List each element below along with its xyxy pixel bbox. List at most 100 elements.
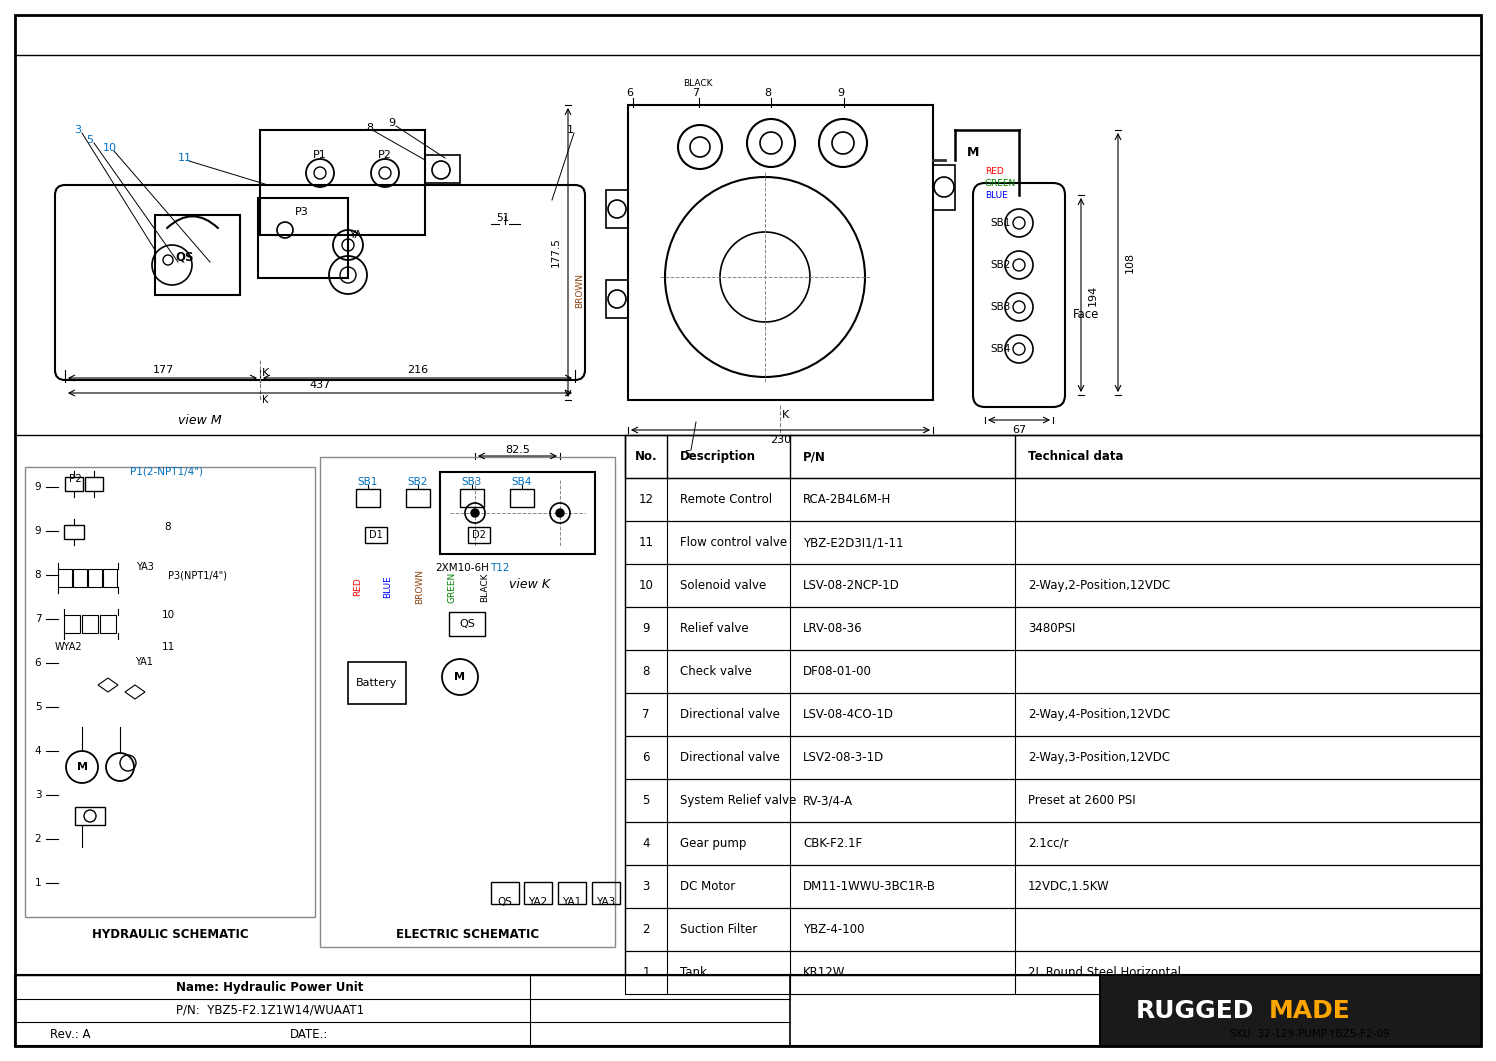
Text: M: M [455,672,465,682]
Text: GREEN: GREEN [984,179,1016,189]
Bar [260,131,425,234]
Text: 6: 6 [642,751,649,764]
Text: 2-Way,3-Position,12VDC: 2-Way,3-Position,12VDC [1028,751,1170,764]
Text: 8: 8 [34,570,42,580]
Bar [625,908,1481,951]
Text: 4: 4 [34,746,42,756]
Text: BLACK: BLACK [684,79,712,87]
Text: 9: 9 [389,118,395,128]
Text: QS: QS [175,250,194,263]
Text: 2L Round Steel Horizontal: 2L Round Steel Horizontal [1028,966,1180,979]
Text: 1: 1 [567,125,573,135]
Text: Suction Filter: Suction Filter [681,923,757,936]
Text: view K: view K [510,577,551,591]
Text: T12: T12 [491,563,510,573]
Text: QS: QS [498,897,513,907]
Text: D2: D2 [473,530,486,540]
Text: DM11-1WWU-3BC1R-B: DM11-1WWU-3BC1R-B [803,880,936,893]
Text: Flow control valve: Flow control valve [681,536,787,549]
Text: Preset at 2600 PSI: Preset at 2600 PSI [1028,794,1135,807]
Bar [491,882,519,904]
Text: 2XM10-6H: 2XM10-6H [435,563,489,573]
Text: SB4: SB4 [512,477,533,487]
Text: K: K [262,368,269,378]
Text: view M: view M [178,414,221,427]
Text: 194: 194 [1088,284,1098,306]
Bar [625,435,1481,479]
Text: LRV-08-36: LRV-08-36 [803,622,863,634]
Text: Relief valve: Relief valve [681,622,748,634]
Bar [449,612,485,636]
Text: Tank: Tank [681,966,708,979]
Text: 11: 11 [639,536,654,549]
Text: YA1: YA1 [562,897,582,907]
Text: 1: 1 [642,966,649,979]
Text: LSV2-08-3-1D: LSV2-08-3-1D [803,751,884,764]
Bar [320,457,615,947]
Text: KR12W: KR12W [803,966,845,979]
Text: Remote Control: Remote Control [681,493,772,506]
Text: No.: No. [634,450,657,463]
Bar [405,489,429,507]
Text: SB4: SB4 [990,344,1010,354]
Bar [625,779,1481,822]
Text: 9: 9 [34,526,42,536]
Bar [425,155,459,182]
Text: 5: 5 [685,450,691,460]
Text: Gear pump: Gear pump [681,837,747,850]
Bar [58,569,72,587]
Polygon shape [126,685,145,699]
Bar [75,807,105,825]
Text: 1: 1 [34,879,42,888]
Bar [625,693,1481,736]
Text: 177: 177 [153,365,174,375]
Text: BROWN: BROWN [416,570,425,605]
Bar [625,951,1481,994]
Text: SB2: SB2 [990,260,1010,269]
Bar [64,525,84,539]
Text: 10: 10 [639,579,654,592]
Bar [15,975,1481,1046]
Text: 7: 7 [642,708,649,721]
Text: 3: 3 [34,790,42,800]
Text: YA1: YA1 [135,657,153,667]
Bar [156,215,239,295]
Text: 51: 51 [497,213,510,223]
Text: Face: Face [1073,309,1100,321]
Bar [625,822,1481,865]
Text: Solenoid valve: Solenoid valve [681,579,766,592]
Text: 4: 4 [642,837,649,850]
Text: 67: 67 [1011,425,1026,435]
Text: RED: RED [353,577,362,596]
Bar [625,865,1481,908]
Text: RCA-2B4L6M-H: RCA-2B4L6M-H [803,493,892,506]
Text: Description: Description [681,450,755,463]
Text: 8: 8 [642,665,649,678]
Text: K: K [782,410,788,420]
Text: HYDRAULIC SCHEMATIC: HYDRAULIC SCHEMATIC [91,928,248,941]
Bar [440,472,595,554]
Text: Directional valve: Directional valve [681,751,779,764]
Bar [934,166,954,210]
Bar [64,477,82,491]
Bar [257,198,349,278]
Text: 3480PSI: 3480PSI [1028,622,1076,634]
Text: SB3: SB3 [990,302,1010,312]
Text: SKU: 32-129-PUMP-YBZ5-F2-09: SKU: 32-129-PUMP-YBZ5-F2-09 [1231,1029,1390,1039]
Text: DATE.:: DATE.: [290,1027,329,1041]
Bar [524,882,552,904]
Bar [1100,975,1481,1046]
Text: System Relief valve: System Relief valve [681,794,796,807]
Bar [25,467,316,917]
Bar [459,489,485,507]
Text: RV-3/4-A: RV-3/4-A [803,794,853,807]
Text: 230: 230 [770,435,791,445]
Text: 6: 6 [627,88,633,98]
Text: GREEN: GREEN [447,572,456,603]
Text: LSV-08-4CO-1D: LSV-08-4CO-1D [803,708,895,721]
Text: 12: 12 [639,493,654,506]
Text: 6: 6 [34,658,42,668]
Text: RUGGED: RUGGED [1135,999,1254,1023]
Text: 9: 9 [838,88,845,98]
Text: 10: 10 [162,610,175,620]
